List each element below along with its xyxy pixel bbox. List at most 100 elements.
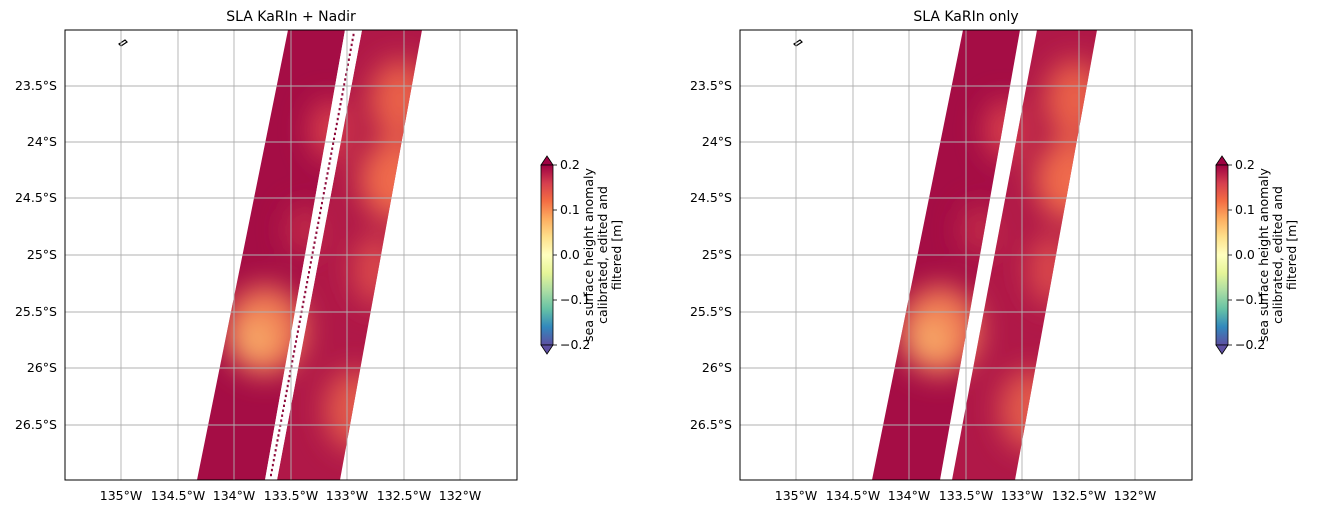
nadir-point bbox=[289, 369, 292, 373]
nadir-point bbox=[284, 394, 287, 398]
lat-tick-labels: 23.5°S 24°S 24.5°S 25°S 25.5°S 26°S 26.5°S bbox=[15, 78, 57, 432]
lon-tick-label: 132°W bbox=[439, 488, 481, 503]
nadir-point bbox=[285, 389, 288, 393]
nadir-point bbox=[329, 157, 332, 160]
lon-tick-label: 133°W bbox=[1001, 488, 1043, 503]
nadir-point bbox=[320, 206, 323, 210]
lon-tick-label: 134°W bbox=[888, 488, 930, 503]
nadir-point bbox=[282, 404, 285, 407]
nadir-point bbox=[347, 58, 350, 61]
nadir-point bbox=[279, 424, 282, 427]
nadir-point bbox=[331, 147, 334, 150]
colorbar-extend-bottom bbox=[1215, 344, 1229, 355]
nadir-point bbox=[348, 53, 351, 56]
nadir-point bbox=[346, 63, 349, 66]
nadir-point bbox=[280, 419, 283, 422]
lat-tick-label: 26.5°S bbox=[690, 417, 732, 432]
nadir-point bbox=[286, 384, 289, 388]
lat-tick-label: 24.5°S bbox=[15, 190, 57, 205]
nadir-point bbox=[306, 280, 309, 284]
nadir-point bbox=[307, 276, 310, 279]
lat-tick-label: 25°S bbox=[27, 247, 57, 262]
nadir-point bbox=[350, 43, 353, 47]
lat-tick-label: 23.5°S bbox=[15, 78, 57, 93]
nadir-point bbox=[345, 73, 348, 76]
lat-tick-label: 24.5°S bbox=[690, 190, 732, 205]
nadir-point bbox=[302, 300, 305, 304]
colorbar-extend-top bbox=[540, 155, 554, 166]
nadir-point bbox=[338, 107, 341, 111]
lon-tick-label: 133.5°W bbox=[939, 488, 993, 503]
lat-tick-label: 23.5°S bbox=[690, 78, 732, 93]
nadir-point bbox=[339, 103, 342, 106]
lat-tick-label: 25.5°S bbox=[690, 304, 732, 319]
lon-tick-label: 134.5°W bbox=[826, 488, 880, 503]
nadir-point bbox=[343, 83, 346, 86]
colorbar-tick-label: 0.2 bbox=[560, 157, 580, 172]
nadir-point bbox=[292, 355, 295, 358]
lon-tick-label: 132.5°W bbox=[377, 488, 431, 503]
nadir-point bbox=[336, 117, 339, 121]
nadir-point bbox=[275, 444, 278, 447]
colorbar-tick-label: 0.2 bbox=[1235, 157, 1255, 172]
lon-tick-label: 134°W bbox=[213, 488, 255, 503]
nadir-point bbox=[283, 399, 286, 403]
colorbar-tick-label: 0.0 bbox=[560, 247, 580, 262]
nadir-point bbox=[274, 449, 277, 452]
nadir-point bbox=[349, 48, 352, 52]
lat-tick-labels: 23.5°S 24°S 24.5°S 25°S 25.5°S 26°S 26.5°S bbox=[690, 78, 732, 432]
nadir-point bbox=[330, 152, 333, 155]
nadir-point bbox=[315, 231, 318, 234]
nadir-point bbox=[333, 132, 336, 136]
colorbar-gradient bbox=[540, 164, 554, 346]
nadir-point bbox=[325, 177, 328, 180]
nadir-point bbox=[309, 261, 312, 264]
map-frame bbox=[739, 29, 1193, 481]
lat-tick-label: 25°S bbox=[702, 247, 732, 262]
nadir-point bbox=[298, 320, 301, 323]
nadir-point bbox=[305, 285, 308, 289]
nadir-point bbox=[320, 201, 323, 205]
nadir-point bbox=[334, 127, 337, 131]
nadir-point bbox=[299, 315, 302, 318]
nadir-point bbox=[287, 379, 290, 383]
nadir-point bbox=[293, 350, 296, 353]
panel-title: SLA KaRIn only bbox=[913, 9, 1018, 25]
lat-tick-label: 26.5°S bbox=[15, 417, 57, 432]
nadir-point bbox=[278, 429, 281, 432]
lat-tick-label: 24°S bbox=[702, 134, 732, 149]
nadir-point bbox=[337, 112, 340, 116]
nadir-point bbox=[317, 221, 320, 225]
nadir-point bbox=[333, 137, 336, 141]
nadir-point bbox=[271, 463, 274, 467]
colorbar-tick-label: −0.2 bbox=[560, 337, 590, 352]
lon-tick-label: 132°W bbox=[1114, 488, 1156, 503]
map-panel-left: SLA KaRIn + Nadir bbox=[15, 9, 624, 503]
colorbar-tick-label: 0.0 bbox=[1235, 247, 1255, 262]
nadir-point bbox=[319, 211, 322, 215]
colorbar-tick-label: 0.1 bbox=[1235, 202, 1255, 217]
nadir-point bbox=[308, 266, 311, 269]
colorbar-gradient bbox=[1215, 164, 1229, 346]
map-frame bbox=[64, 29, 518, 481]
nadir-point bbox=[295, 340, 298, 343]
nadir-point bbox=[270, 473, 272, 477]
nadir-point bbox=[282, 409, 285, 412]
lon-tick-label: 135°W bbox=[775, 488, 817, 503]
nadir-point bbox=[273, 454, 276, 457]
nadir-point bbox=[342, 88, 345, 91]
colorbar-label: sea surface height anomalycalibrated, ed… bbox=[581, 168, 624, 342]
nadir-point bbox=[281, 414, 284, 417]
colorbar-tick-label: −0.1 bbox=[1235, 292, 1265, 307]
nadir-point bbox=[323, 187, 326, 190]
nadir-point bbox=[335, 122, 338, 126]
colorbar-tick-label: 0.1 bbox=[560, 202, 580, 217]
nadir-point bbox=[351, 38, 354, 42]
nadir-point bbox=[291, 360, 294, 363]
nadir-point bbox=[308, 271, 311, 274]
nadir-point bbox=[324, 182, 327, 185]
colorbar-tick-label: −0.1 bbox=[560, 292, 590, 307]
colorbar-label: sea surface height anomalycalibrated, ed… bbox=[1256, 168, 1299, 342]
lon-tick-label: 132.5°W bbox=[1052, 488, 1106, 503]
